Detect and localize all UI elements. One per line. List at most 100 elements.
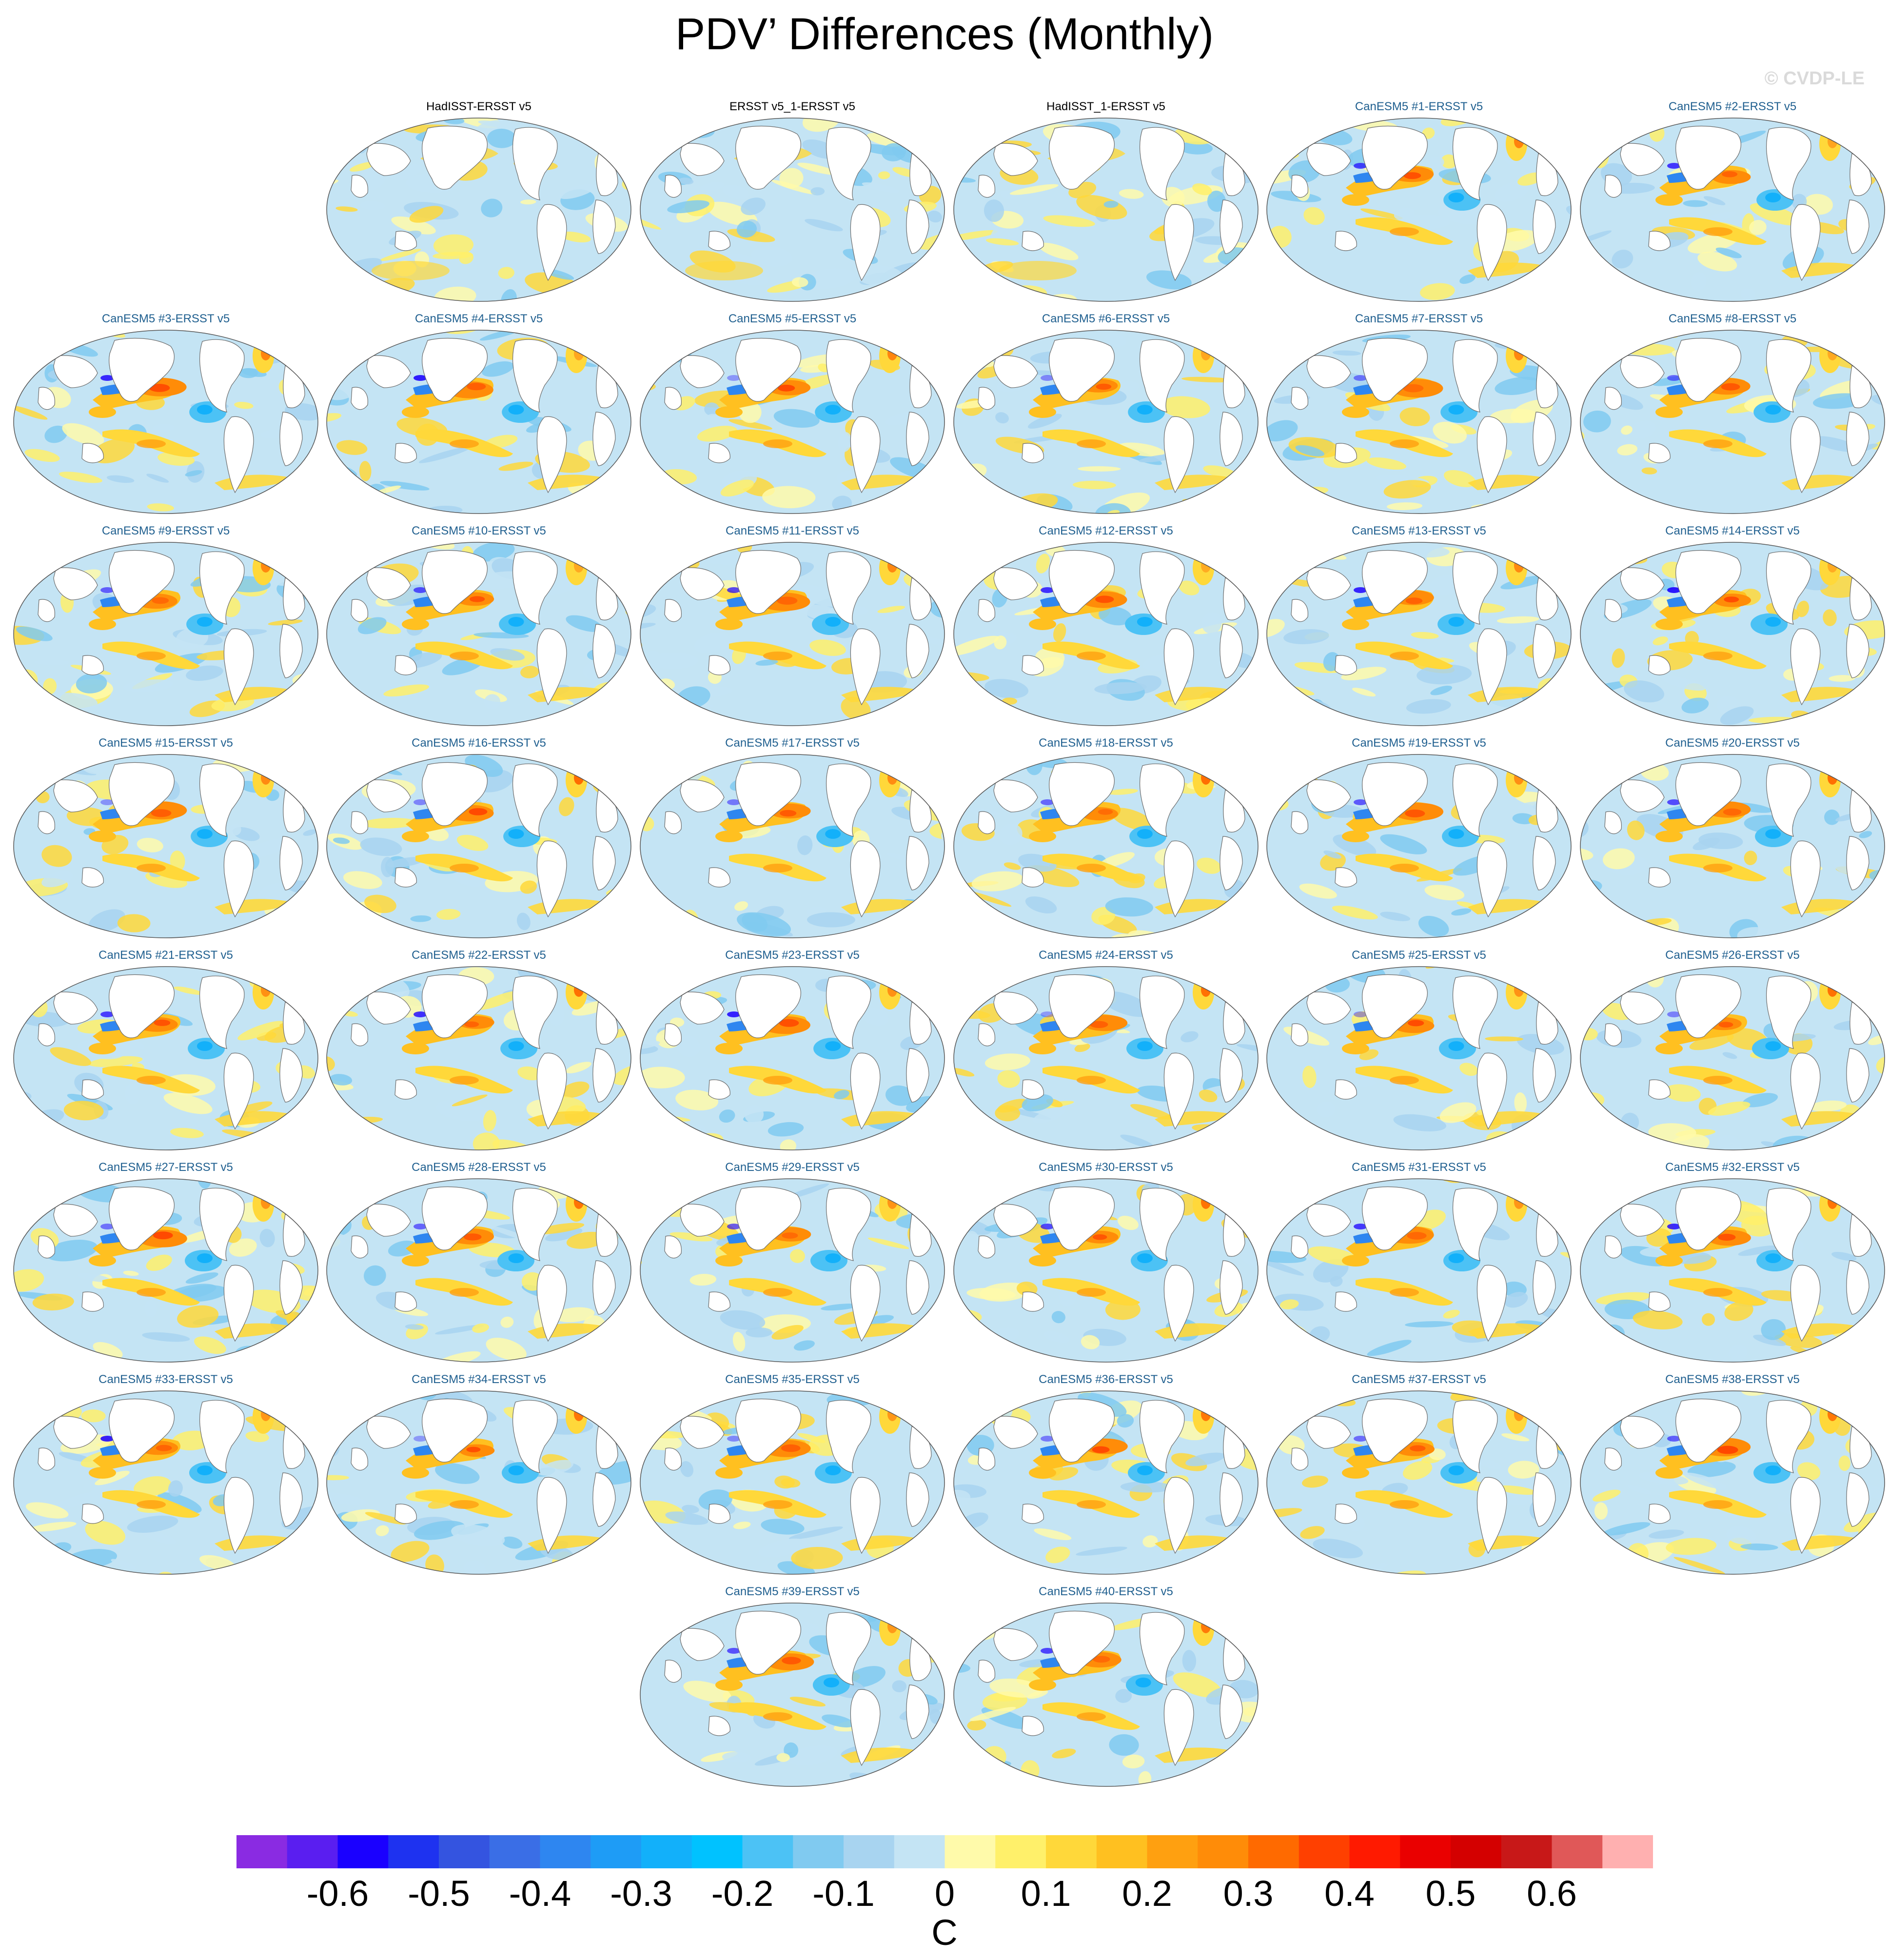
coastline xyxy=(199,763,245,837)
coastline xyxy=(1675,1186,1741,1250)
coastline xyxy=(1533,1048,1556,1103)
projected-sst-map xyxy=(1266,330,1572,514)
map-outline xyxy=(326,330,631,514)
coastline xyxy=(279,1472,303,1527)
map-panel: CanESM5 #29-ERSST v5 xyxy=(636,1161,948,1370)
projected-sst-map xyxy=(326,754,631,938)
coastline xyxy=(1604,1447,1622,1471)
projected-sst-map xyxy=(1580,1178,1885,1363)
coastline xyxy=(351,1235,368,1259)
projected-sst-map xyxy=(640,330,945,514)
coastline xyxy=(1790,1052,1821,1130)
map-outline xyxy=(1266,1178,1572,1363)
coastline xyxy=(1049,125,1115,190)
coastline xyxy=(664,1023,682,1047)
coastline xyxy=(394,655,417,675)
projected-sst-map xyxy=(1580,1390,1885,1575)
coastline xyxy=(1766,127,1811,200)
map-panel: CanESM5 #11-ERSST v5 xyxy=(636,524,948,734)
coastline xyxy=(906,412,929,466)
coastline xyxy=(1648,867,1671,888)
sst-difference-field xyxy=(1267,1179,1571,1362)
coastline xyxy=(1648,1079,1671,1100)
coastline xyxy=(536,840,567,918)
coastline xyxy=(536,1052,567,1130)
coastline xyxy=(1648,443,1671,463)
coastline xyxy=(906,1260,929,1315)
sst-difference-field xyxy=(954,118,1258,301)
coastline xyxy=(1620,1204,1665,1237)
figure-title: PDV’ Differences (Monthly) xyxy=(675,9,1214,59)
coastline xyxy=(223,1477,254,1554)
coastline xyxy=(422,125,488,190)
map-outline xyxy=(1266,754,1572,938)
coastline xyxy=(279,836,303,891)
panel-title: CanESM5 #9-ERSST v5 xyxy=(101,524,230,537)
coastline xyxy=(592,412,616,466)
panel-title: CanESM5 #18-ERSST v5 xyxy=(1039,736,1173,750)
coastline xyxy=(1049,1186,1115,1250)
projected-sst-map xyxy=(640,754,945,938)
coastline xyxy=(1604,1235,1622,1259)
colorbar-swatch xyxy=(1451,1835,1502,1868)
coastline xyxy=(1790,1265,1821,1342)
coastline xyxy=(1049,974,1115,1038)
coastline xyxy=(1139,975,1185,1049)
map-outline xyxy=(953,1390,1259,1575)
coastline xyxy=(512,127,558,200)
coastline xyxy=(394,1504,417,1524)
projected-sst-map xyxy=(13,966,318,1150)
sst-difference-field xyxy=(640,967,944,1150)
colorbar-swatch xyxy=(287,1835,338,1868)
map-outline xyxy=(1580,118,1885,302)
map-outline xyxy=(326,542,631,726)
coastline xyxy=(1452,975,1498,1049)
coastline xyxy=(1766,339,1811,413)
map-outline xyxy=(326,966,631,1150)
projected-sst-map xyxy=(326,542,631,726)
map-outline xyxy=(640,330,945,514)
coastline xyxy=(1790,416,1821,494)
coastline xyxy=(1335,655,1357,675)
coastline xyxy=(1022,1504,1044,1524)
coastline xyxy=(592,1048,616,1103)
coastline xyxy=(1620,1416,1665,1449)
sst-difference-field xyxy=(14,542,318,726)
coastline xyxy=(850,1052,881,1130)
coastline xyxy=(993,355,1038,388)
map-panel: CanESM5 #20-ERSST v5 xyxy=(1576,736,1889,946)
coastline xyxy=(1790,204,1821,281)
sst-difference-field xyxy=(1580,542,1885,726)
coastline xyxy=(1163,1689,1194,1766)
coastline xyxy=(422,1186,488,1250)
coastline xyxy=(223,628,254,706)
coastline xyxy=(906,836,929,891)
coastline xyxy=(1452,127,1498,200)
projected-sst-map xyxy=(953,1390,1259,1575)
coastline xyxy=(906,1684,929,1739)
map-outline xyxy=(1266,966,1572,1150)
map-panel: CanESM5 #18-ERSST v5 xyxy=(950,736,1262,946)
coastline xyxy=(735,1186,801,1250)
coastline xyxy=(826,1188,871,1261)
map-outline xyxy=(953,118,1259,302)
colorbar xyxy=(236,1835,1653,1868)
coastline xyxy=(1291,599,1308,622)
map-panel: CanESM5 #23-ERSST v5 xyxy=(636,949,948,1158)
coastline xyxy=(1335,1504,1357,1524)
colorbar-tick-label: -0.5 xyxy=(408,1873,470,1914)
projected-sst-map xyxy=(326,966,631,1150)
coastline xyxy=(38,1235,55,1259)
colorbar-swatch xyxy=(793,1835,844,1868)
coastline xyxy=(1220,1472,1243,1527)
panel-title: CanESM5 #2-ERSST v5 xyxy=(1668,100,1797,113)
projected-sst-map xyxy=(953,1603,1259,1787)
colorbar-swatch xyxy=(388,1835,439,1868)
map-outline xyxy=(13,1178,318,1363)
sst-difference-field xyxy=(327,118,631,301)
sst-difference-field xyxy=(1267,754,1571,938)
colorbar-tick-label: -0.1 xyxy=(812,1873,875,1914)
map-panel: CanESM5 #24-ERSST v5 xyxy=(950,949,1262,1158)
coastline xyxy=(680,143,725,176)
coastline xyxy=(680,779,725,812)
